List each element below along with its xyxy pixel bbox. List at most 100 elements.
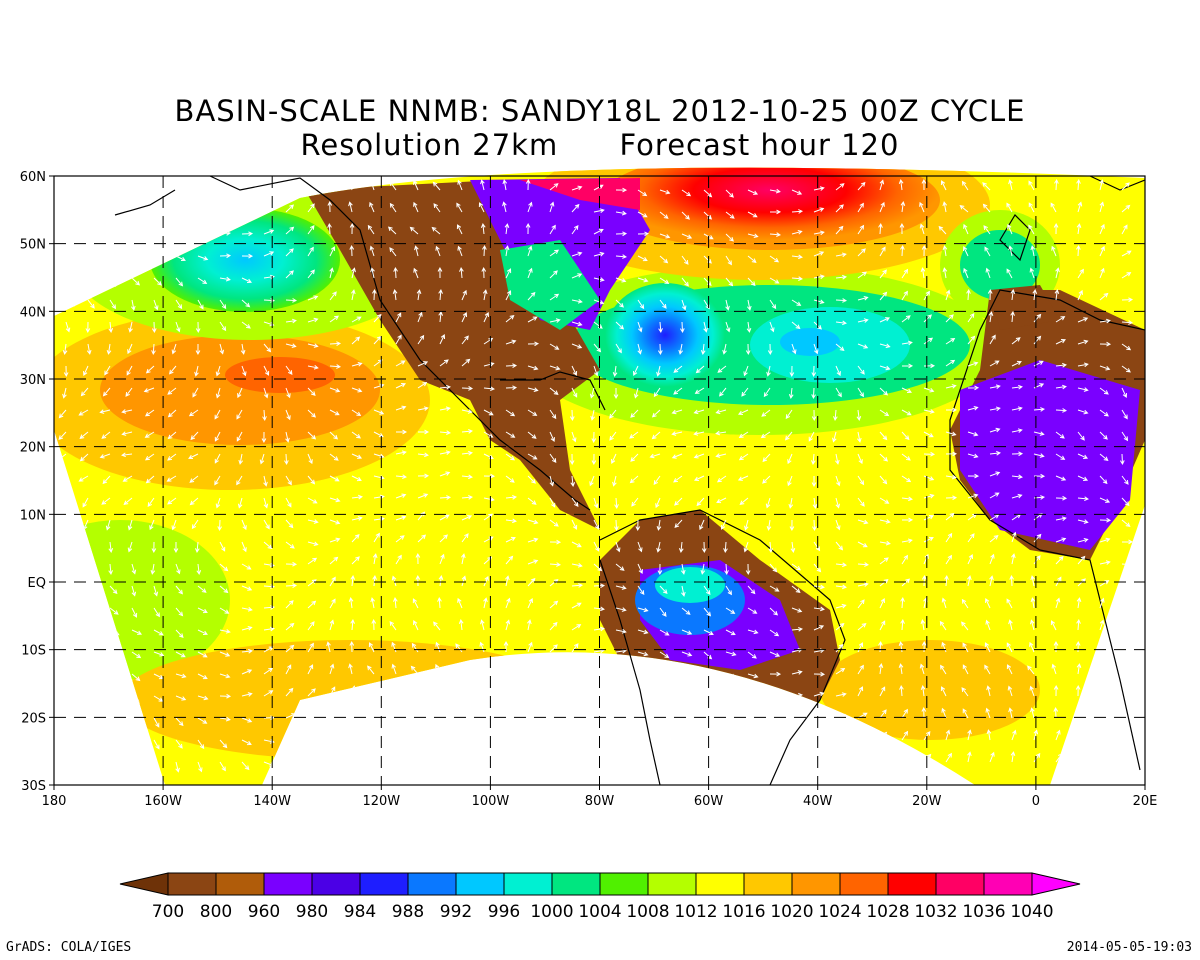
wind-arrow xyxy=(1055,316,1066,323)
wind-arrow xyxy=(745,343,751,356)
wind-arrow xyxy=(285,644,295,653)
wind-arrow xyxy=(966,288,971,301)
wind-arrow xyxy=(413,267,419,279)
wind-arrow xyxy=(879,578,889,587)
wind-arrow xyxy=(1099,387,1109,395)
wind-arrow xyxy=(169,365,177,375)
wind-arrow xyxy=(391,575,397,587)
wind-arrow xyxy=(941,641,947,653)
wind-arrow xyxy=(153,651,165,657)
wind-arrow xyxy=(369,245,375,257)
wind-arrow xyxy=(241,563,252,570)
wind-arrow xyxy=(1028,202,1035,213)
colorbar-level-label: 1032 xyxy=(914,902,957,922)
wind-arrow xyxy=(637,277,649,283)
wind-arrow xyxy=(835,584,847,590)
wind-arrow xyxy=(900,596,905,609)
wind-arrow xyxy=(62,343,68,355)
wind-arrow xyxy=(439,450,451,455)
lat-tick-label: 50N xyxy=(20,238,46,253)
wind-arrow xyxy=(1011,493,1023,499)
wind-arrow xyxy=(1121,343,1132,351)
wind-arrow xyxy=(857,622,867,631)
wind-arrow xyxy=(787,475,793,487)
wind-arrow xyxy=(391,663,397,675)
wind-arrow xyxy=(693,409,705,415)
wind-arrow xyxy=(637,563,643,575)
wind-arrow xyxy=(984,246,991,257)
wind-arrow xyxy=(658,321,663,334)
wind-arrow xyxy=(725,651,737,657)
wind-arrow xyxy=(789,365,795,378)
wind-arrow xyxy=(703,629,714,636)
wind-arrow xyxy=(175,299,183,310)
wind-arrow xyxy=(461,450,473,456)
colorbar-level-label: 1036 xyxy=(962,902,1005,922)
wind-arrow xyxy=(1053,640,1059,653)
wind-arrow xyxy=(214,475,221,486)
wind-arrow xyxy=(65,321,71,333)
wind-arrow xyxy=(879,179,885,191)
wind-arrow xyxy=(767,343,773,356)
wind-arrow xyxy=(649,453,661,459)
wind-arrow xyxy=(941,707,947,719)
wind-arrow xyxy=(1006,664,1013,675)
wind-arrow xyxy=(1121,409,1128,420)
wind-arrow xyxy=(121,452,133,458)
wind-arrow xyxy=(527,577,536,587)
wind-arrow xyxy=(348,663,353,675)
wind-arrow xyxy=(125,387,133,397)
wind-arrow xyxy=(945,729,951,741)
wind-arrow xyxy=(549,318,561,323)
wind-arrow xyxy=(549,621,558,631)
wind-arrow xyxy=(1121,182,1130,191)
wind-arrow xyxy=(285,248,294,257)
wind-arrow xyxy=(791,343,797,355)
wind-arrow xyxy=(285,387,291,399)
wind-arrow xyxy=(1077,339,1089,345)
wind-arrow xyxy=(241,761,250,771)
wind-arrow xyxy=(674,497,683,506)
wind-arrow xyxy=(131,563,137,575)
wind-arrow xyxy=(1119,453,1125,466)
wind-arrow xyxy=(197,277,208,285)
wind-arrow xyxy=(1011,729,1017,741)
wind-arrow xyxy=(857,582,869,587)
wind-arrow xyxy=(285,226,295,235)
wind-arrow xyxy=(961,687,969,697)
wind-arrow xyxy=(351,494,363,500)
wind-arrow xyxy=(329,341,342,346)
wind-arrow xyxy=(197,585,207,593)
wind-arrow xyxy=(612,475,617,487)
wind-arrow xyxy=(505,363,518,369)
wind-arrow xyxy=(527,453,538,460)
wind-arrow xyxy=(395,474,407,480)
wind-arrow xyxy=(615,321,625,330)
wind-arrow xyxy=(392,597,398,609)
wind-arrow xyxy=(483,337,494,345)
wind-arrow xyxy=(879,709,887,719)
chart-subtitle: Resolution 27km Forecast hour 120 xyxy=(300,128,900,162)
wind-arrow xyxy=(571,643,579,653)
wind-arrow xyxy=(437,596,442,609)
wind-arrow xyxy=(370,597,375,609)
wind-arrow xyxy=(920,619,926,631)
wind-arrow xyxy=(189,497,199,506)
wind-arrow xyxy=(1010,751,1016,763)
wind-arrow xyxy=(395,334,402,345)
wind-arrow xyxy=(263,519,270,530)
wind-arrow xyxy=(197,255,209,261)
wind-arrow xyxy=(438,289,443,301)
wind-arrow xyxy=(657,343,663,356)
wind-arrow xyxy=(131,651,142,659)
wind-arrow xyxy=(307,600,317,609)
wind-arrow xyxy=(813,343,819,355)
wind-arrow xyxy=(671,453,683,459)
wind-arrow xyxy=(967,729,972,741)
wind-arrow xyxy=(101,431,111,439)
wind-arrow xyxy=(549,453,557,464)
wind-arrow xyxy=(1033,313,1042,323)
wind-arrow xyxy=(102,387,111,397)
wind-arrow xyxy=(769,585,780,592)
